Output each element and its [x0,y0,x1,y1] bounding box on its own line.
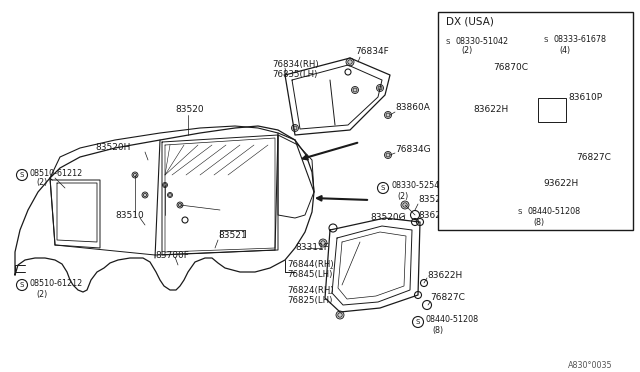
Circle shape [401,201,409,209]
Text: 83311F: 83311F [295,244,329,253]
Text: 76827C: 76827C [576,153,611,161]
Text: 08510-61212: 08510-61212 [30,169,83,177]
Text: 08330-51042: 08330-51042 [456,36,509,45]
Text: 93622H: 93622H [543,180,579,189]
Circle shape [142,192,148,198]
Text: 76844(RH): 76844(RH) [287,260,333,269]
Text: (2): (2) [461,46,472,55]
Text: 83520H: 83520H [95,144,131,153]
Text: S: S [544,37,548,43]
Circle shape [163,183,168,187]
Text: 83622H: 83622H [473,106,508,115]
Text: 76845(LH): 76845(LH) [287,270,332,279]
Circle shape [168,192,173,198]
Text: 08440-51208: 08440-51208 [426,315,479,324]
Text: 76827C: 76827C [430,294,465,302]
Text: 08440-51208: 08440-51208 [528,206,581,215]
Circle shape [515,206,525,218]
Text: 83700F: 83700F [155,250,189,260]
Circle shape [376,84,383,92]
Circle shape [346,58,354,66]
Circle shape [291,125,298,131]
Circle shape [17,170,28,180]
Text: 83622H: 83622H [418,211,453,219]
Text: (2): (2) [36,179,47,187]
Text: 83860A: 83860A [395,103,430,112]
Circle shape [456,83,463,90]
Text: (8): (8) [533,218,544,227]
Text: 76834(RH): 76834(RH) [272,61,319,70]
Text: 08510-61212: 08510-61212 [30,279,83,288]
Text: 83610P: 83610P [568,93,602,102]
Circle shape [132,172,138,178]
Text: 08333-61678: 08333-61678 [554,35,607,44]
Bar [538,98,566,122]
Text: S: S [20,282,24,288]
Text: 76834F: 76834F [355,48,388,57]
Circle shape [17,279,28,291]
Text: 76835(LH): 76835(LH) [272,71,317,80]
Text: (4): (4) [559,45,570,55]
Circle shape [336,311,344,319]
Text: S: S [416,319,420,325]
Text: 83520: 83520 [175,106,204,115]
Text: S: S [518,209,522,215]
Text: 76870C: 76870C [493,62,528,71]
Circle shape [177,202,183,208]
Text: S: S [20,172,24,178]
Circle shape [442,36,454,48]
Circle shape [385,112,392,119]
Text: DX (USA): DX (USA) [446,17,494,27]
Text: 08330-52542: 08330-52542 [391,182,444,190]
Bar [438,12,633,230]
Text: (2): (2) [36,289,47,298]
Text: (8): (8) [432,326,443,334]
Text: 83520G: 83520G [370,214,406,222]
Circle shape [413,317,424,327]
Text: S: S [446,39,450,45]
Text: (2): (2) [397,192,408,201]
Text: 76834G: 76834G [395,145,431,154]
Text: 83510: 83510 [115,211,144,219]
Text: 76825(LH): 76825(LH) [287,295,332,305]
Text: A830°0035: A830°0035 [568,360,612,369]
Circle shape [378,183,388,193]
Text: 83520F: 83520F [418,196,452,205]
Circle shape [351,87,358,93]
Circle shape [385,151,392,158]
Circle shape [472,88,480,96]
Text: 83521: 83521 [218,231,246,240]
Circle shape [319,239,327,247]
Circle shape [490,81,496,87]
Text: 83622H: 83622H [427,270,462,279]
Text: S: S [381,185,385,191]
Text: 76824(RH): 76824(RH) [287,285,333,295]
Circle shape [541,35,552,45]
